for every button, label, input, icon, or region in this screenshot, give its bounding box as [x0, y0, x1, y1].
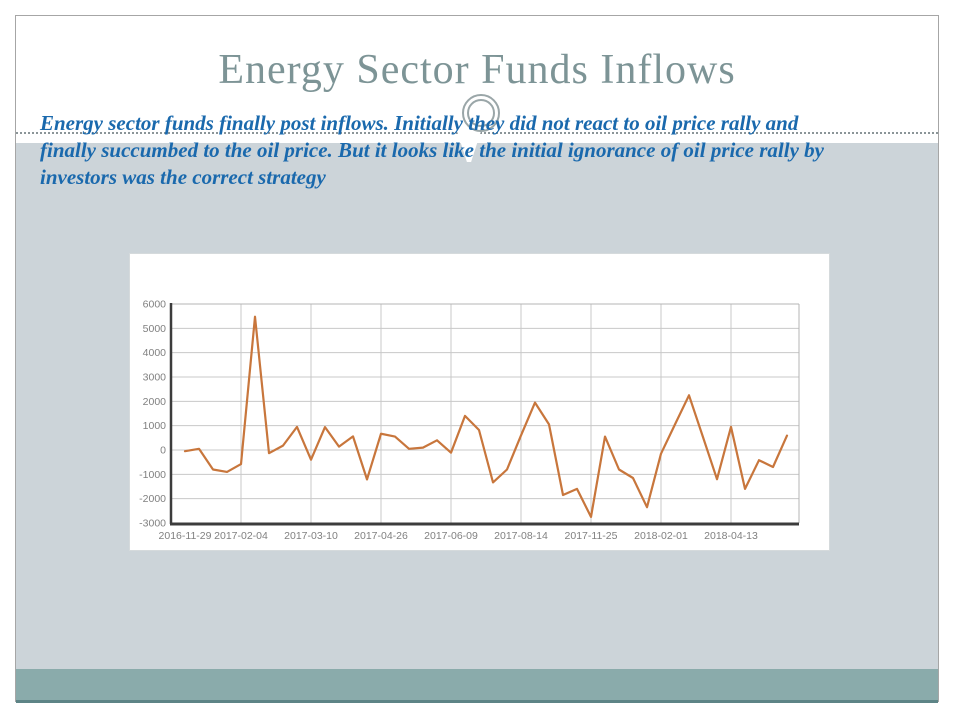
- svg-text:2017-11-25: 2017-11-25: [565, 530, 618, 542]
- subtitle-line-3: investors was the correct strategy: [40, 165, 326, 189]
- subtitle-line-2: finally succumbed to the oil price. But …: [40, 138, 824, 162]
- svg-text:0: 0: [160, 445, 166, 457]
- svg-text:-1000: -1000: [139, 469, 166, 481]
- svg-text:6000: 6000: [143, 299, 167, 311]
- svg-text:2018-04-13: 2018-04-13: [704, 530, 758, 542]
- ornament-inner-ring: [467, 99, 495, 127]
- svg-text:5000: 5000: [143, 323, 167, 335]
- footer-band: [16, 669, 938, 703]
- svg-text:2017-04-26: 2017-04-26: [354, 530, 408, 542]
- svg-text:2018-02-01: 2018-02-01: [634, 530, 688, 542]
- svg-text:-2000: -2000: [139, 493, 166, 505]
- svg-text:2017-03-10: 2017-03-10: [284, 530, 338, 542]
- svg-text:4000: 4000: [143, 347, 167, 359]
- chart-panel: 6000 5000 4000 3000 2000 1000 0 -1000 -2000 -3000…: [129, 253, 830, 551]
- slide-title: Energy Sector Funds Inflows: [218, 47, 736, 93]
- svg-text:2017-06-09: 2017-06-09: [424, 530, 478, 542]
- subtitle: Energy sector funds finally post inflows…: [40, 110, 824, 191]
- svg-text:1000: 1000: [143, 420, 167, 432]
- subtitle-line-1: Energy sector funds finally post inflows…: [40, 111, 799, 135]
- fund-flows-line-chart: 6000 5000 4000 3000 2000 1000 0 -1000 -2000 -3000…: [139, 299, 800, 542]
- ornament-circles-icon: [462, 94, 500, 132]
- svg-text:-3000: -3000: [139, 518, 166, 530]
- svg-text:2016-11-29: 2016-11-29: [159, 530, 212, 542]
- svg-text:2017-02-04: 2017-02-04: [214, 530, 268, 542]
- svg-text:3000: 3000: [143, 372, 167, 384]
- svg-text:2017-08-14: 2017-08-14: [494, 530, 548, 542]
- svg-text:2000: 2000: [143, 396, 167, 408]
- slide: Energy Sector Funds Inflows Energy secto…: [15, 15, 939, 703]
